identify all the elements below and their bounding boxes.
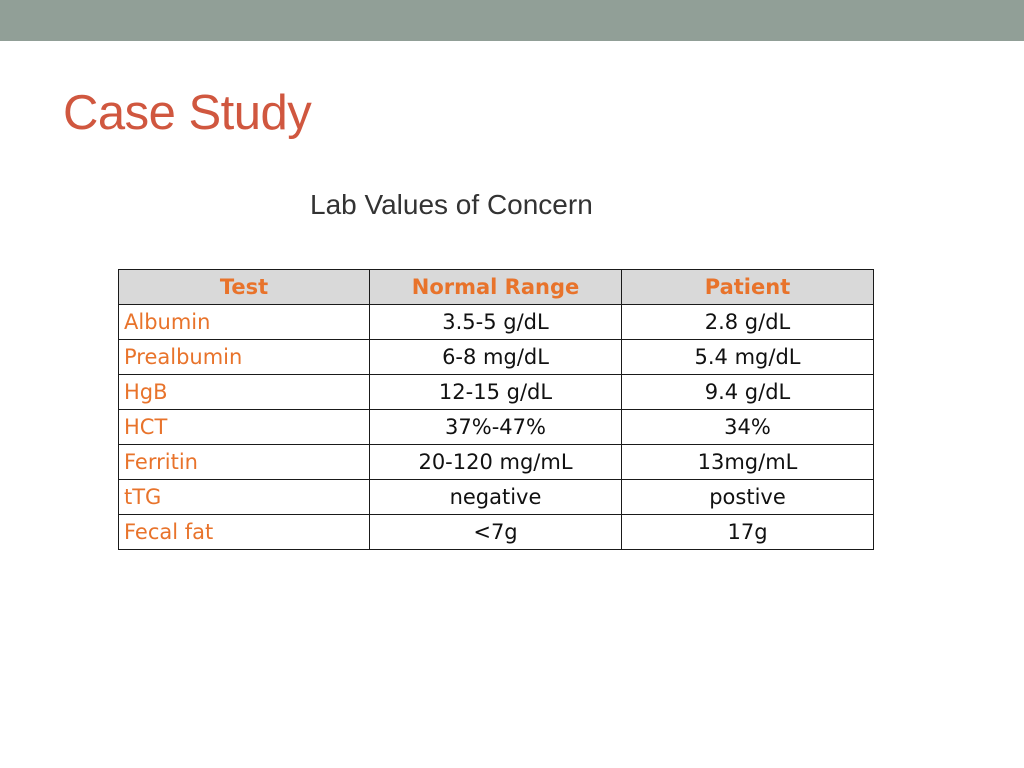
lab-values-table: Test Normal Range Patient Albumin 3.5-5 … <box>118 269 874 550</box>
header-test: Test <box>118 269 370 305</box>
normal-range-cell: <7g <box>369 514 622 550</box>
patient-value-cell: 9.4 g/dL <box>621 374 874 410</box>
normal-range-cell: 12-15 g/dL <box>369 374 622 410</box>
normal-range-cell: 37%-47% <box>369 409 622 445</box>
test-name-cell: Albumin <box>118 304 370 340</box>
test-name-cell: Fecal fat <box>118 514 370 550</box>
table-row: Prealbumin 6-8 mg/dL 5.4 mg/dL <box>118 339 874 375</box>
test-name-cell: Ferritin <box>118 444 370 480</box>
normal-range-cell: 6-8 mg/dL <box>369 339 622 375</box>
table-row: Albumin 3.5-5 g/dL 2.8 g/dL <box>118 304 874 340</box>
table-row: HCT 37%-47% 34% <box>118 409 874 445</box>
table-row: Fecal fat <7g 17g <box>118 514 874 550</box>
patient-value-cell: postive <box>621 479 874 515</box>
slide-subtitle: Lab Values of Concern <box>310 189 593 220</box>
test-name-cell: HCT <box>118 409 370 445</box>
patient-value-cell: 5.4 mg/dL <box>621 339 874 375</box>
patient-value-cell: 34% <box>621 409 874 445</box>
header-patient: Patient <box>621 269 874 305</box>
test-name-cell: Prealbumin <box>118 339 370 375</box>
test-name-cell: HgB <box>118 374 370 410</box>
table-row: tTG negative postive <box>118 479 874 515</box>
test-name-cell: tTG <box>118 479 370 515</box>
normal-range-cell: 3.5-5 g/dL <box>369 304 622 340</box>
patient-value-cell: 17g <box>621 514 874 550</box>
patient-value-cell: 2.8 g/dL <box>621 304 874 340</box>
table-row: HgB 12-15 g/dL 9.4 g/dL <box>118 374 874 410</box>
table-header-row: Test Normal Range Patient <box>118 269 874 305</box>
slide-title: Case Study <box>63 86 312 140</box>
header-normal-range: Normal Range <box>369 269 622 305</box>
patient-value-cell: 13mg/mL <box>621 444 874 480</box>
normal-range-cell: negative <box>369 479 622 515</box>
top-accent-bar <box>0 0 1024 41</box>
table-row: Ferritin 20-120 mg/mL 13mg/mL <box>118 444 874 480</box>
normal-range-cell: 20-120 mg/mL <box>369 444 622 480</box>
